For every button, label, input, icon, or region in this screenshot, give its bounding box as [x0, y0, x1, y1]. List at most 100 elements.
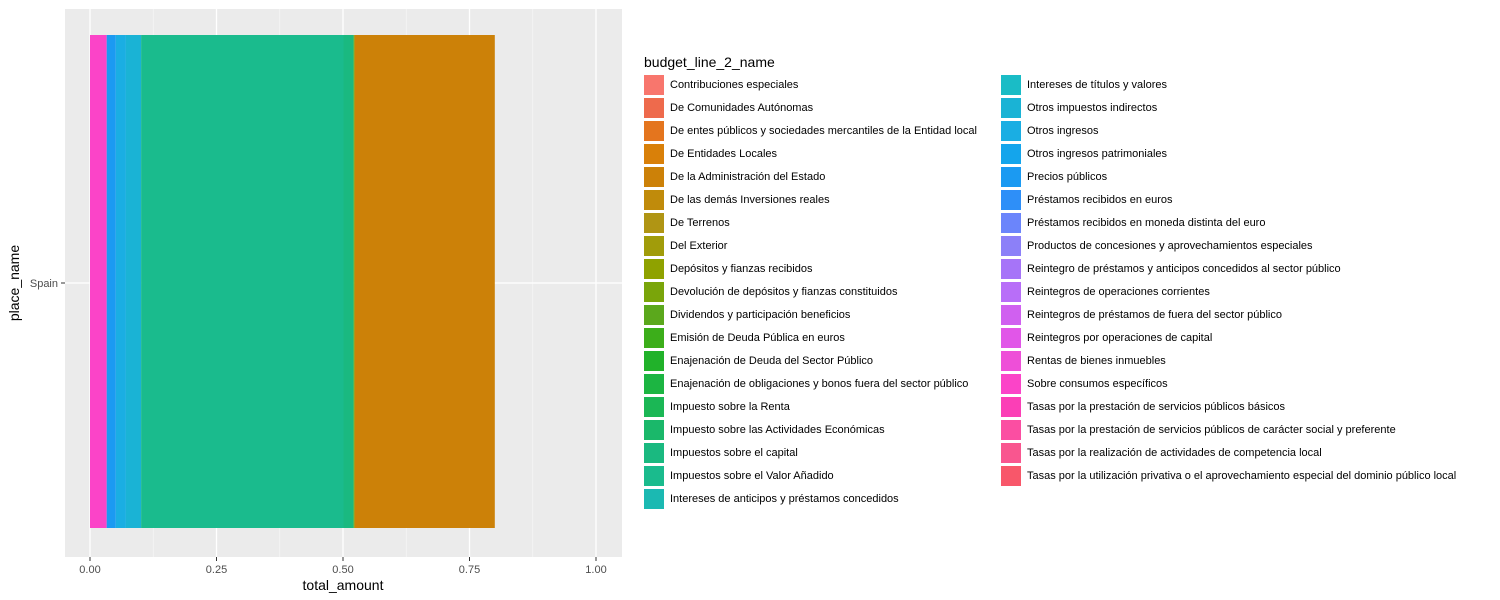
legend-item: De las demás Inversiones reales — [644, 188, 977, 211]
legend-item: Tasas por la realización de actividades … — [1001, 441, 1456, 464]
legend-key — [1001, 143, 1021, 164]
legend-key — [1001, 327, 1021, 348]
legend-item: Depósitos y fianzas recibidos — [644, 257, 977, 280]
legend-item: Emisión de Deuda Pública en euros — [644, 326, 977, 349]
y-axis-title: place_name — [6, 245, 22, 321]
legend-label: Depósitos y fianzas recibidos — [670, 262, 813, 275]
legend-item: Rentas de bienes inmuebles — [1001, 349, 1456, 372]
legend-label: Tasas por la prestación de servicios púb… — [1027, 400, 1286, 413]
legend-key — [644, 166, 664, 187]
legend-item: Intereses de anticipos y préstamos conce… — [644, 487, 977, 510]
legend-item: Precios públicos — [1001, 165, 1456, 188]
legend-label: Reintegro de préstamos y anticipos conce… — [1027, 262, 1341, 275]
legend-label: Del Exterior — [670, 239, 728, 252]
legend-item: Tasas por la prestación de servicios púb… — [1001, 395, 1456, 418]
legend-item: Reintegros por operaciones de capital — [1001, 326, 1456, 349]
legend-label: De Entidades Locales — [670, 147, 778, 160]
legend-key — [644, 212, 664, 233]
bar-segment — [90, 35, 107, 528]
legend-title: budget_line_2_name — [644, 54, 775, 70]
x-tick-label: 0.50 — [332, 564, 353, 576]
legend-key — [644, 97, 664, 118]
legend-key — [644, 465, 664, 486]
legend-item: Reintegros de operaciones corrientes — [1001, 280, 1456, 303]
legend-label: Enajenación de obligaciones y bonos fuer… — [670, 377, 969, 390]
legend-label: Tasas por la prestación de servicios púb… — [1027, 423, 1396, 436]
legend-item: Otros ingresos patrimoniales — [1001, 142, 1456, 165]
legend-item: De Comunidades Autónomas — [644, 96, 977, 119]
legend-item: Impuestos sobre el Valor Añadido — [644, 464, 977, 487]
legend-key — [644, 281, 664, 302]
legend-key — [644, 419, 664, 440]
legend-key — [644, 235, 664, 256]
legend-item: Préstamos recibidos en moneda distinta d… — [1001, 211, 1456, 234]
bar-segment — [141, 35, 344, 528]
legend-item: Productos de concesiones y aprovechamien… — [1001, 234, 1456, 257]
legend-key — [1001, 373, 1021, 394]
legend-key — [1001, 166, 1021, 187]
legend-key — [1001, 442, 1021, 463]
legend-item: Tasas por la prestación de servicios púb… — [1001, 418, 1456, 441]
legend-label: Rentas de bienes inmuebles — [1027, 354, 1166, 367]
legend-item: Devolución de depósitos y fianzas consti… — [644, 280, 977, 303]
y-tick-label: Spain — [30, 278, 58, 290]
legend-label: Sobre consumos específicos — [1027, 377, 1168, 390]
legend-key — [644, 304, 664, 325]
legend-item: Préstamos recibidos en euros — [1001, 188, 1456, 211]
legend-label: Impuesto sobre las Actividades Económica… — [670, 423, 885, 436]
legend-key — [1001, 419, 1021, 440]
legend-item: Enajenación de obligaciones y bonos fuer… — [644, 372, 977, 395]
legend-label: De Terrenos — [670, 216, 730, 229]
legend-label: Reintegros de operaciones corrientes — [1027, 285, 1210, 298]
legend-label: Emisión de Deuda Pública en euros — [670, 331, 845, 344]
x-tick-label: 0.00 — [79, 564, 100, 576]
legend-label: Enajenación de Deuda del Sector Público — [670, 354, 874, 367]
legend-key — [1001, 281, 1021, 302]
legend-item: Del Exterior — [644, 234, 977, 257]
legend-item: Reintegros de préstamos de fuera del sec… — [1001, 303, 1456, 326]
legend-column: Intereses de títulos y valores Otros impu… — [1001, 73, 1456, 487]
legend-item: De entes públicos y sociedades mercantil… — [644, 119, 977, 142]
legend: budget_line_2_name Contribuciones especi… — [644, 53, 1456, 509]
legend-item: De Terrenos — [644, 211, 977, 234]
x-tick-label: 0.75 — [459, 564, 480, 576]
legend-item: Contribuciones especiales — [644, 73, 977, 96]
bar-segment — [354, 35, 495, 528]
legend-item: Sobre consumos específicos — [1001, 372, 1456, 395]
legend-label: Precios públicos — [1027, 170, 1108, 183]
legend-label: Otros ingresos patrimoniales — [1027, 147, 1168, 160]
legend-key — [644, 350, 664, 371]
legend-item: Enajenación de Deuda del Sector Público — [644, 349, 977, 372]
legend-item: De Entidades Locales — [644, 142, 977, 165]
legend-item: Intereses de títulos y valores — [1001, 73, 1456, 96]
legend-key — [644, 120, 664, 141]
legend-key — [644, 258, 664, 279]
legend-item: Reintegro de préstamos y anticipos conce… — [1001, 257, 1456, 280]
legend-item: Otros impuestos indirectos — [1001, 96, 1456, 119]
legend-key — [1001, 396, 1021, 417]
legend-label: Otros impuestos indirectos — [1027, 101, 1158, 114]
legend-key — [1001, 212, 1021, 233]
legend-key — [1001, 120, 1021, 141]
legend-label: Intereses de títulos y valores — [1027, 78, 1168, 91]
legend-label: Devolución de depósitos y fianzas consti… — [670, 285, 898, 298]
legend-label: Préstamos recibidos en moneda distinta d… — [1027, 216, 1266, 229]
legend-label: Tasas por la realización de actividades … — [1027, 446, 1322, 459]
legend-column: Contribuciones especiales De Comunidades … — [644, 73, 977, 510]
legend-key — [644, 143, 664, 164]
legend-label: Dividendos y participación beneficios — [670, 308, 851, 321]
legend-item: Dividendos y participación beneficios — [644, 303, 977, 326]
legend-label: Reintegros por operaciones de capital — [1027, 331, 1213, 344]
stacked-bar — [90, 35, 495, 528]
legend-label: Impuestos sobre el Valor Añadido — [670, 469, 834, 482]
legend-label: De entes públicos y sociedades mercantil… — [670, 124, 977, 137]
legend-item: De la Administración del Estado — [644, 165, 977, 188]
legend-key — [644, 189, 664, 210]
legend-label: Reintegros de préstamos de fuera del sec… — [1027, 308, 1282, 321]
legend-label: Intereses de anticipos y préstamos conce… — [670, 492, 899, 505]
legend-label: Otros ingresos — [1027, 124, 1099, 137]
legend-item: Impuestos sobre el capital — [644, 441, 977, 464]
bar-segment — [125, 35, 142, 528]
legend-key — [644, 396, 664, 417]
